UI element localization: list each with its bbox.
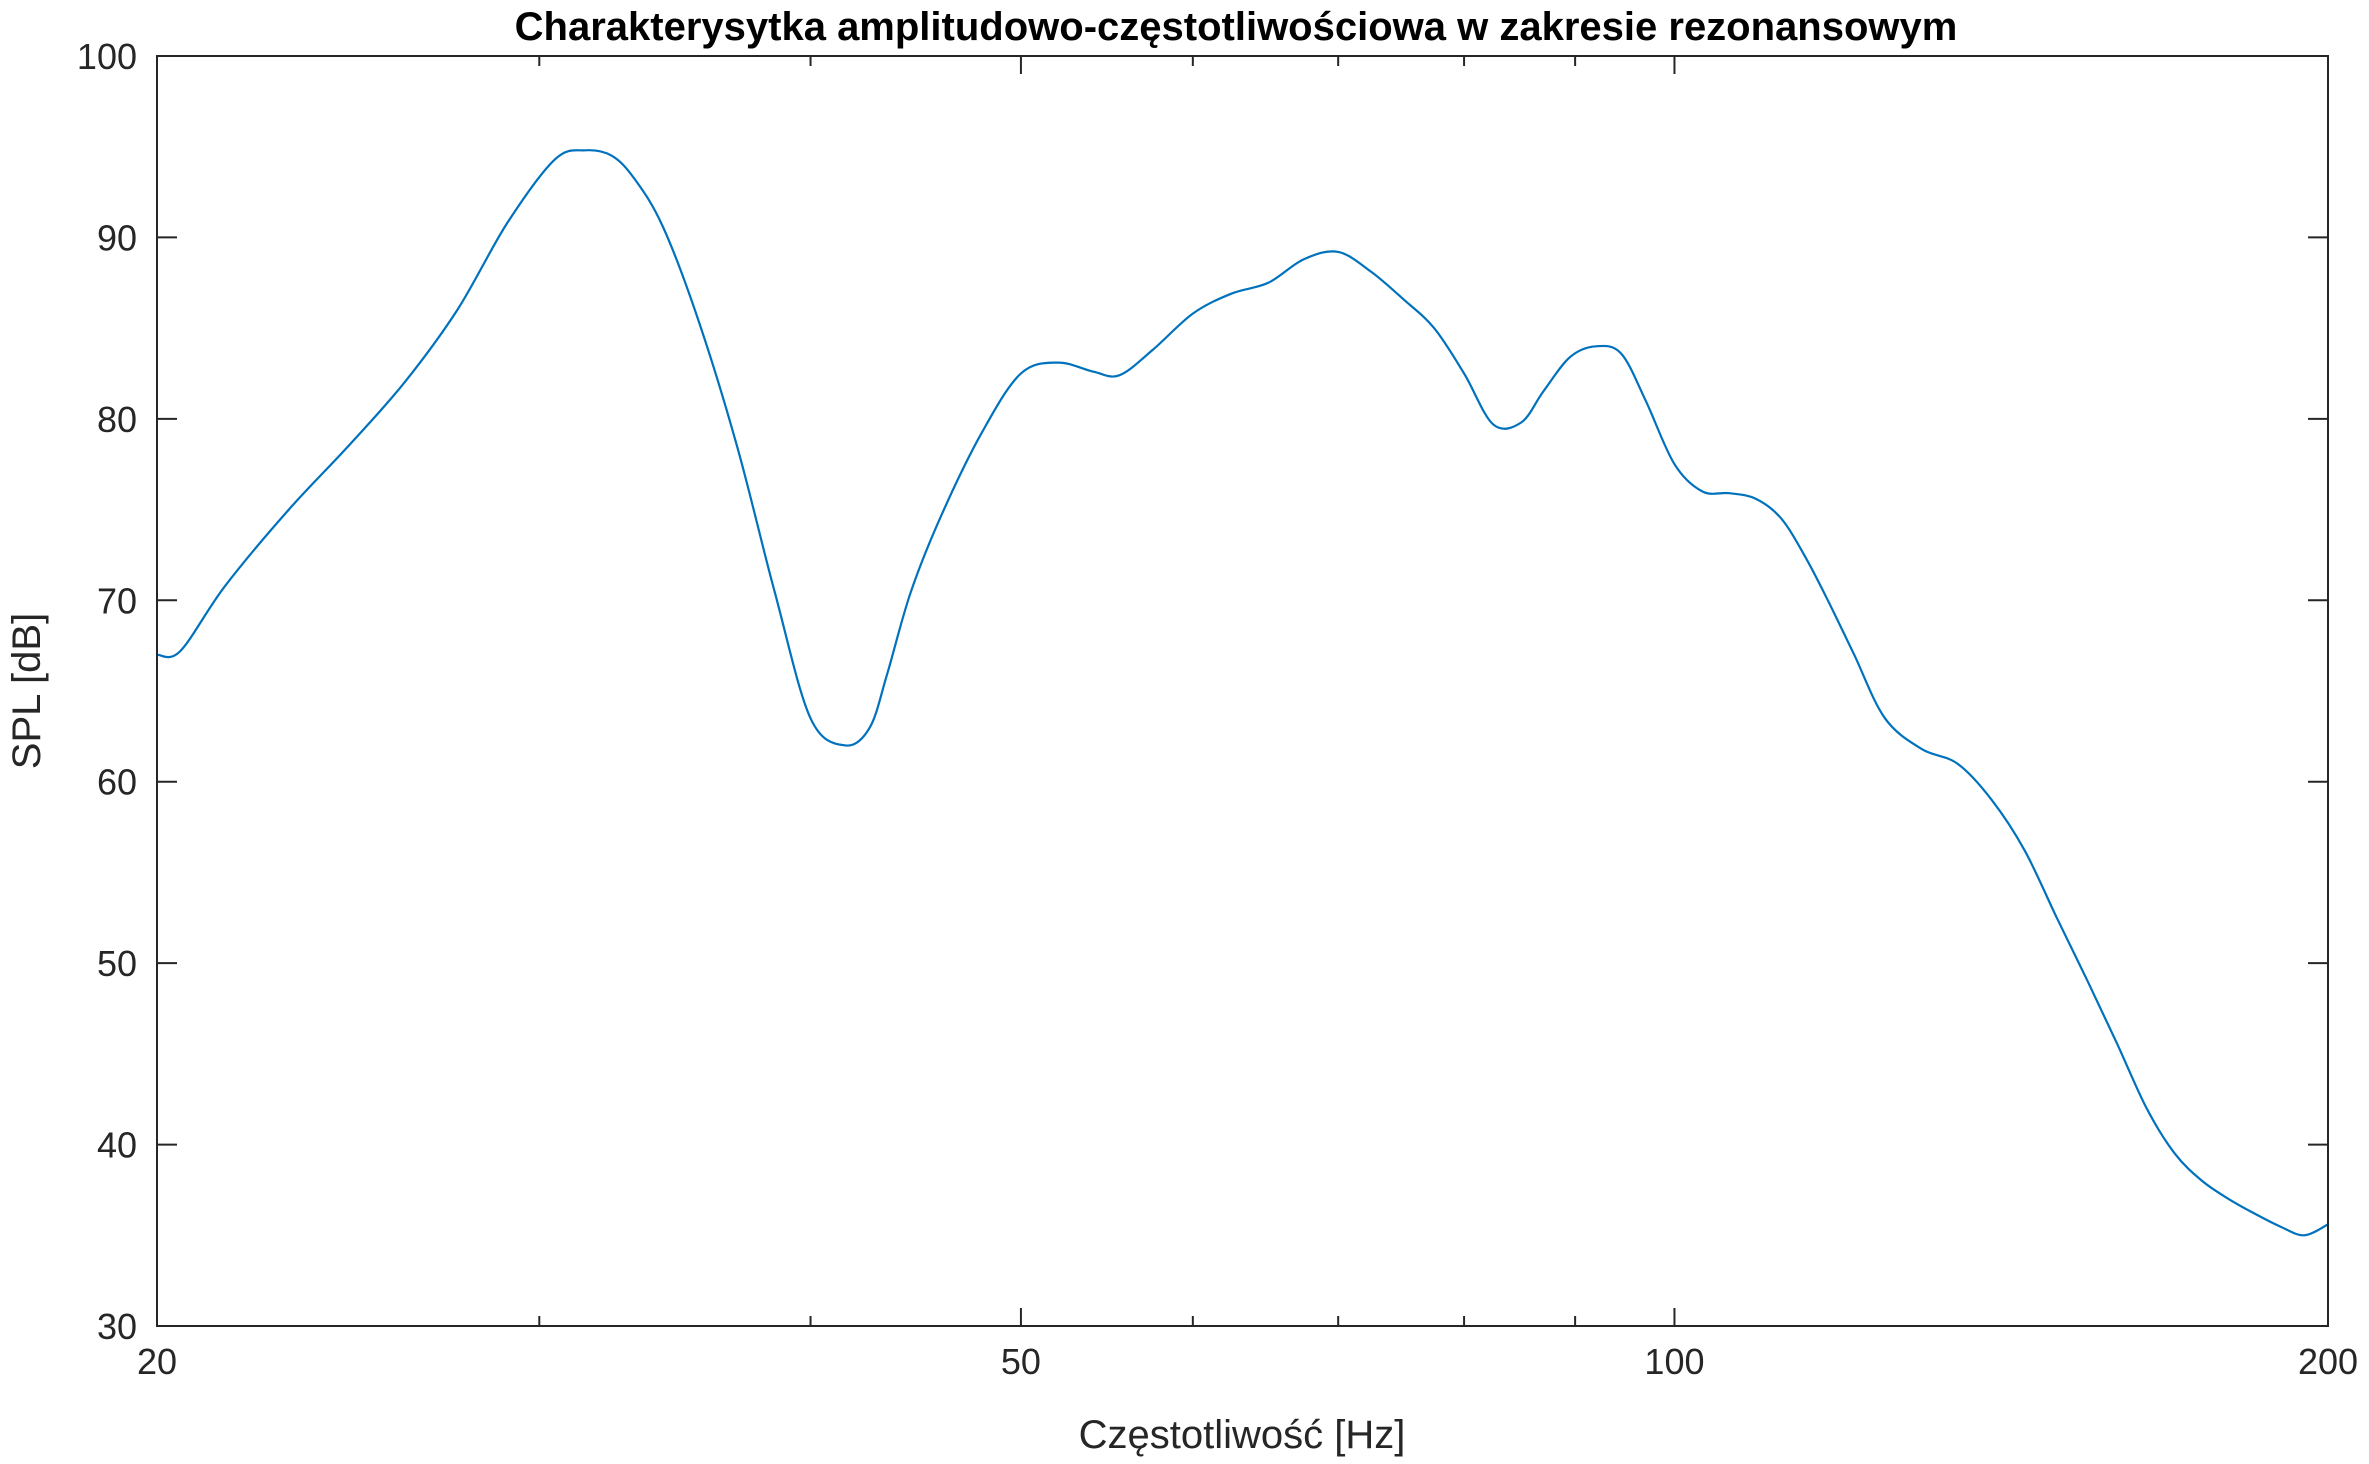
x-tick-label: 100 bbox=[1644, 1341, 1704, 1382]
y-tick-label: 70 bbox=[97, 580, 137, 621]
x-tick-label: 200 bbox=[2298, 1341, 2358, 1382]
plot-area bbox=[157, 56, 2328, 1326]
series-line bbox=[156, 149, 2329, 1237]
chart-title: Charakterysytka amplitudowo-częstotliwoś… bbox=[515, 5, 1958, 49]
y-axis-label: SPL [dB] bbox=[5, 613, 49, 769]
x-tick-label: 20 bbox=[137, 1341, 177, 1382]
x-axis-label: Częstotliwość [Hz] bbox=[1079, 1413, 1406, 1457]
x-tick-label: 50 bbox=[1001, 1341, 1041, 1382]
y-tick-label: 50 bbox=[97, 943, 137, 984]
y-tick-label: 100 bbox=[77, 36, 137, 77]
y-tick-label: 80 bbox=[97, 399, 137, 440]
y-tick-label: 60 bbox=[97, 762, 137, 803]
y-tick-label: 30 bbox=[97, 1306, 137, 1347]
tick-labels: 20 50 100 200 30 40 50 60 70 80 90 100 bbox=[77, 36, 2358, 1382]
y-tick-label: 40 bbox=[97, 1125, 137, 1166]
y-tick-label: 90 bbox=[97, 217, 137, 258]
plot-frame bbox=[156, 55, 2329, 1327]
